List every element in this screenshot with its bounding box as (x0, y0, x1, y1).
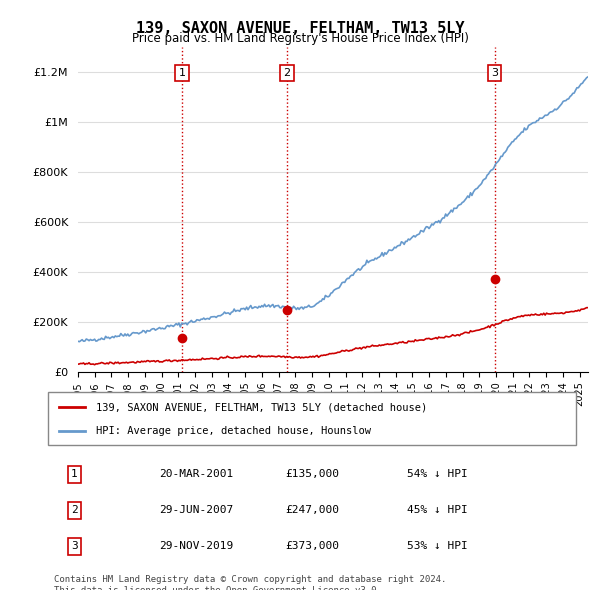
Text: 45% ↓ HPI: 45% ↓ HPI (407, 506, 468, 515)
FancyBboxPatch shape (48, 392, 576, 445)
Text: Contains HM Land Registry data © Crown copyright and database right 2024.
This d: Contains HM Land Registry data © Crown c… (54, 575, 446, 590)
Text: 1: 1 (179, 68, 185, 78)
Text: 29-JUN-2007: 29-JUN-2007 (159, 506, 233, 515)
Text: 20-MAR-2001: 20-MAR-2001 (159, 470, 233, 480)
Text: £135,000: £135,000 (286, 470, 340, 480)
Text: 1: 1 (71, 470, 78, 480)
Text: 54% ↓ HPI: 54% ↓ HPI (407, 470, 468, 480)
Text: 139, SAXON AVENUE, FELTHAM, TW13 5LY (detached house): 139, SAXON AVENUE, FELTHAM, TW13 5LY (de… (95, 402, 427, 412)
Text: 2: 2 (71, 506, 78, 515)
Text: Price paid vs. HM Land Registry's House Price Index (HPI): Price paid vs. HM Land Registry's House … (131, 32, 469, 45)
Text: 53% ↓ HPI: 53% ↓ HPI (407, 541, 468, 551)
Text: HPI: Average price, detached house, Hounslow: HPI: Average price, detached house, Houn… (95, 425, 371, 435)
Text: 3: 3 (491, 68, 498, 78)
Text: 139, SAXON AVENUE, FELTHAM, TW13 5LY: 139, SAXON AVENUE, FELTHAM, TW13 5LY (136, 21, 464, 35)
Text: £247,000: £247,000 (286, 506, 340, 515)
Text: £373,000: £373,000 (286, 541, 340, 551)
Text: 2: 2 (283, 68, 290, 78)
Text: 29-NOV-2019: 29-NOV-2019 (159, 541, 233, 551)
Text: 3: 3 (71, 541, 78, 551)
